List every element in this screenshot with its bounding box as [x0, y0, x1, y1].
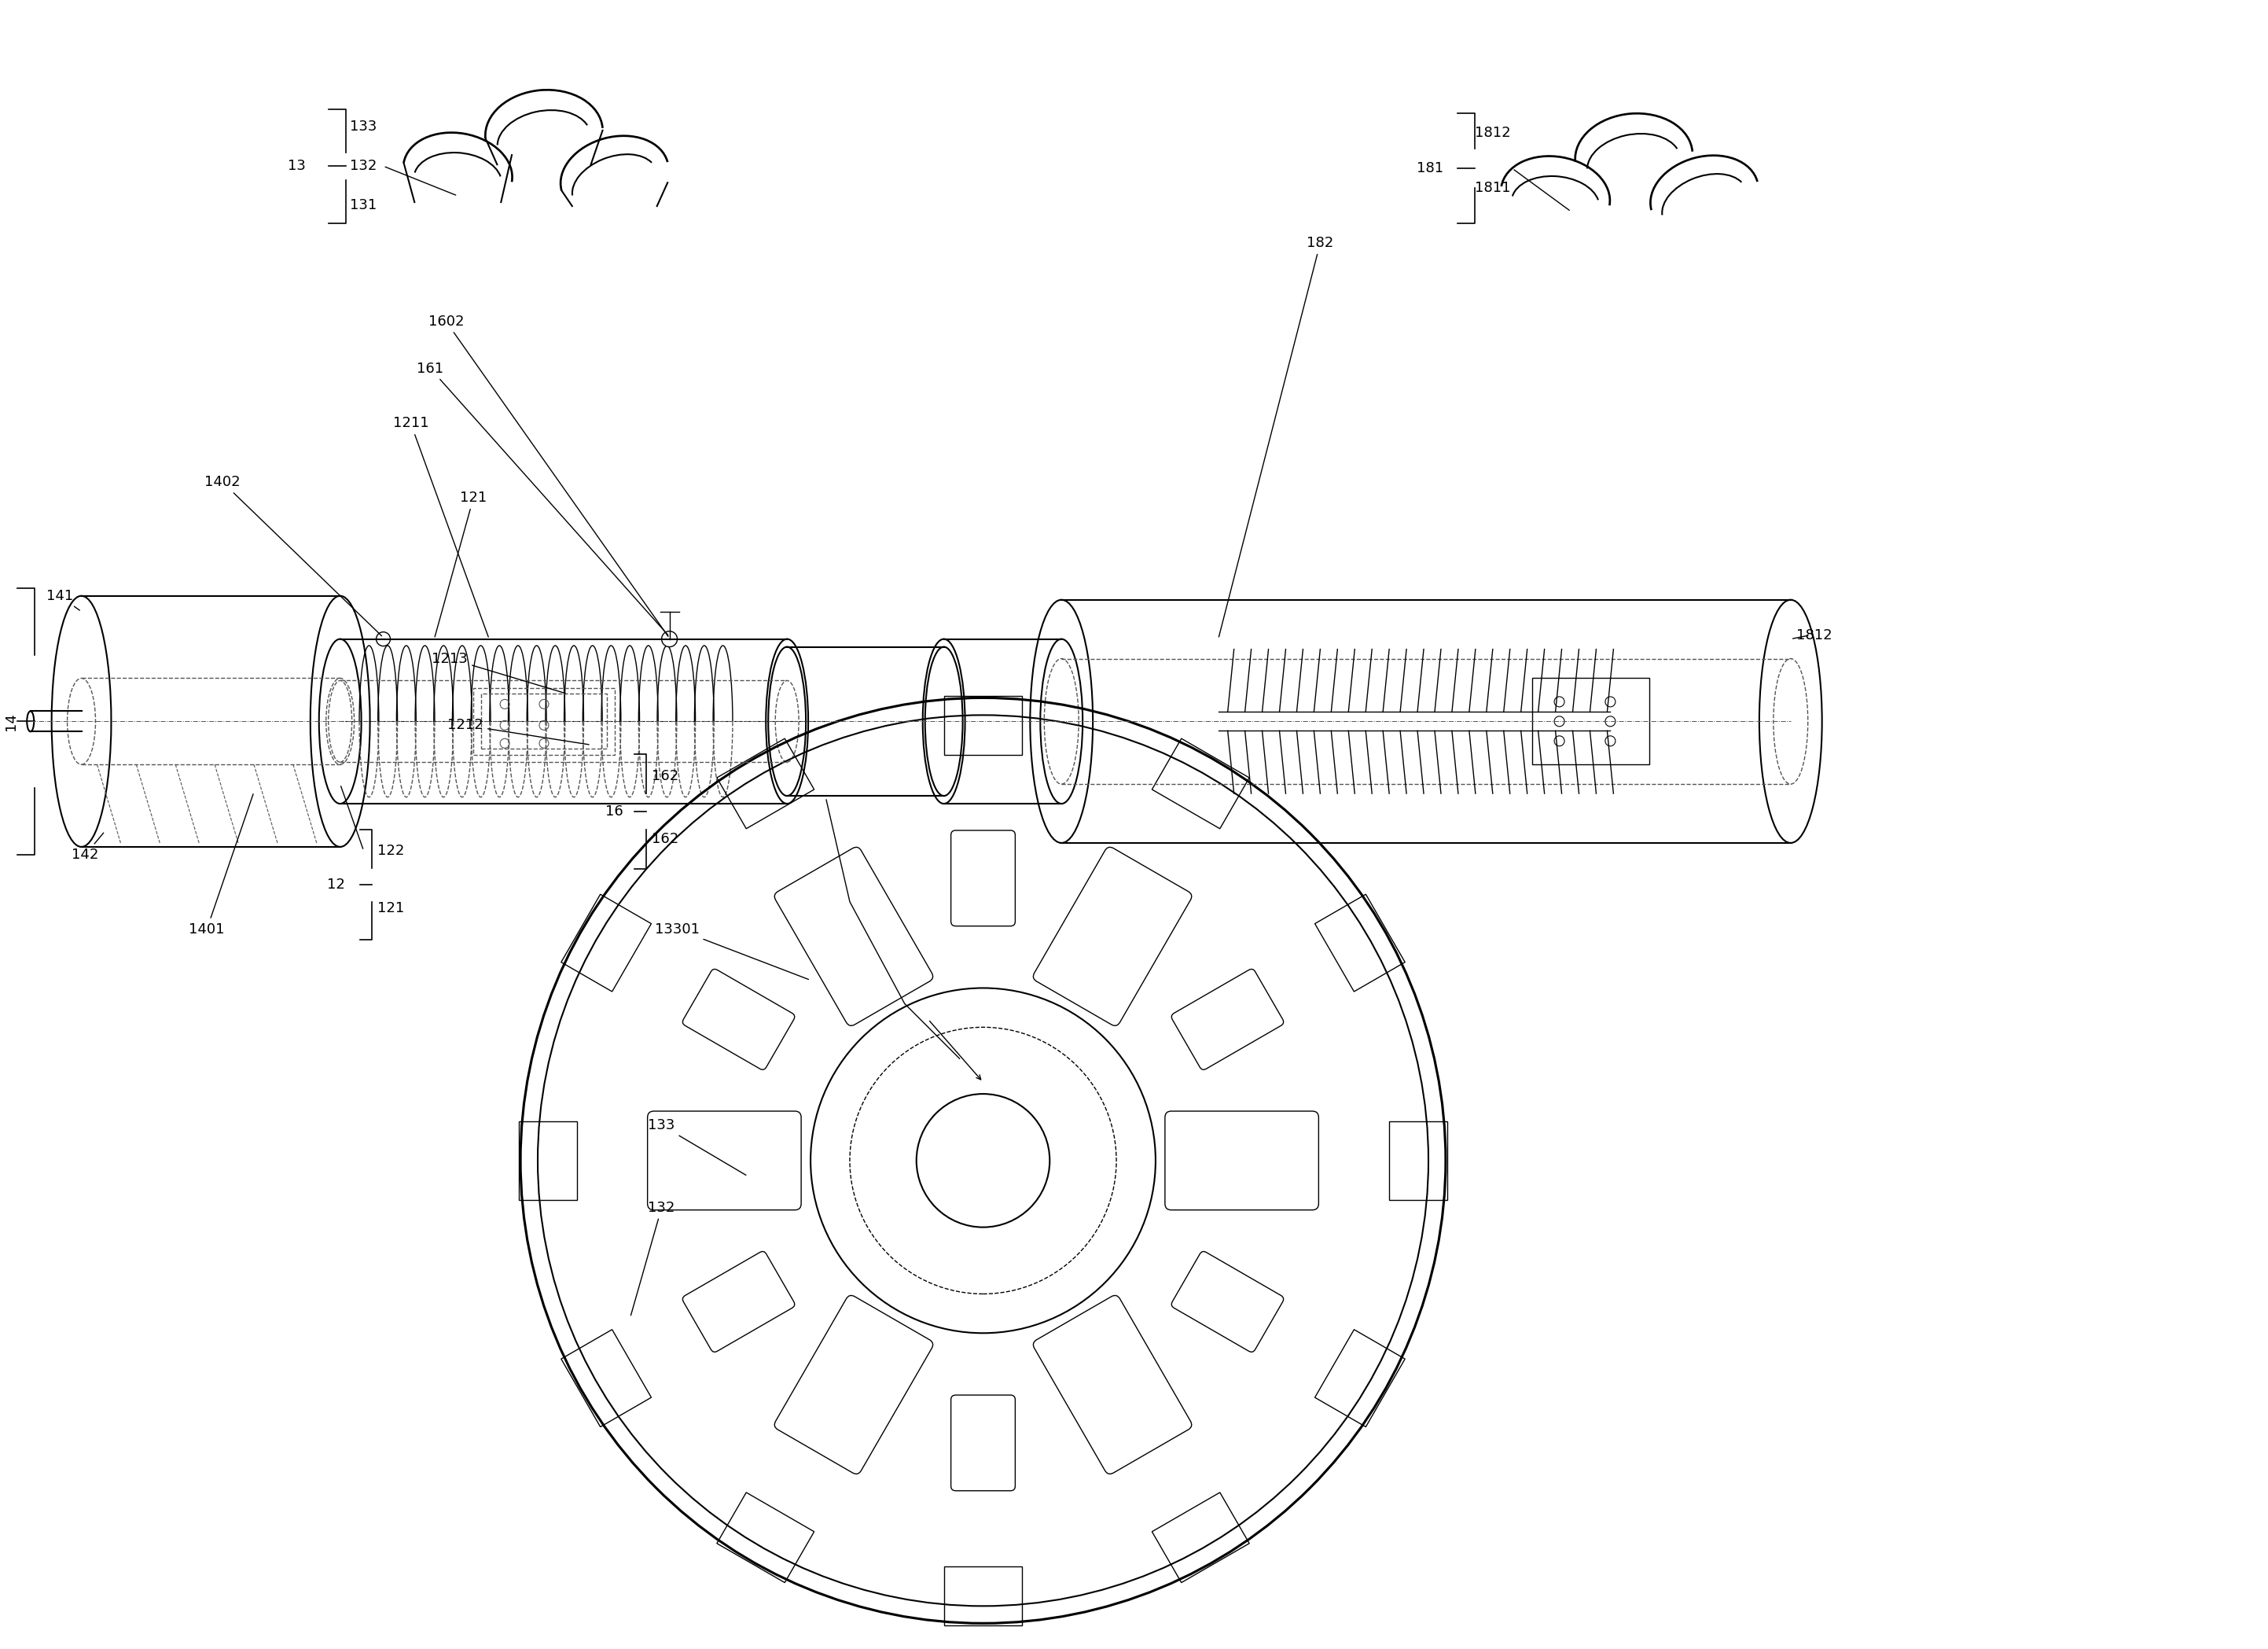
Bar — [560, 1329, 651, 1426]
Text: 122: 122 — [376, 844, 404, 857]
Text: 182: 182 — [1218, 236, 1334, 637]
Text: 1602: 1602 — [429, 315, 669, 637]
Text: 1812: 1812 — [1796, 628, 1833, 641]
Text: 162: 162 — [653, 768, 678, 783]
Bar — [943, 1567, 1023, 1626]
Text: 1811: 1811 — [1474, 181, 1510, 195]
Text: 1212: 1212 — [447, 719, 590, 745]
Text: 1211: 1211 — [392, 416, 488, 637]
Circle shape — [376, 632, 390, 646]
Bar — [1152, 1492, 1250, 1583]
Text: 13: 13 — [288, 158, 306, 173]
Bar — [943, 696, 1023, 755]
Text: 133: 133 — [649, 1118, 746, 1176]
Text: 133: 133 — [349, 120, 376, 134]
Text: 141: 141 — [45, 589, 79, 610]
Text: 12: 12 — [327, 877, 345, 892]
Text: 132: 132 — [631, 1200, 676, 1316]
Bar — [1152, 739, 1250, 829]
Text: 13301: 13301 — [655, 922, 807, 980]
Bar — [717, 739, 814, 829]
Bar — [717, 1492, 814, 1583]
Text: 14: 14 — [5, 712, 18, 731]
Text: 1812: 1812 — [1474, 125, 1510, 140]
Bar — [474, 688, 615, 755]
Bar — [519, 1121, 578, 1200]
Bar — [560, 894, 651, 991]
Text: 142: 142 — [73, 833, 104, 862]
Text: 121: 121 — [379, 900, 404, 915]
Text: 181: 181 — [1418, 162, 1442, 175]
Text: 121: 121 — [435, 491, 488, 637]
Circle shape — [662, 632, 678, 646]
Text: 1213: 1213 — [431, 651, 565, 693]
Text: 162: 162 — [653, 833, 678, 846]
Text: 131: 131 — [349, 198, 376, 213]
Text: 161: 161 — [417, 361, 669, 635]
Bar — [1315, 894, 1404, 991]
Text: 1402: 1402 — [204, 475, 381, 637]
Text: 16: 16 — [606, 805, 624, 818]
Text: 132: 132 — [349, 158, 376, 173]
Bar — [1388, 1121, 1447, 1200]
Text: 1401: 1401 — [188, 795, 254, 937]
Bar — [481, 694, 608, 749]
Bar — [1531, 678, 1649, 765]
Bar — [1315, 1329, 1404, 1426]
